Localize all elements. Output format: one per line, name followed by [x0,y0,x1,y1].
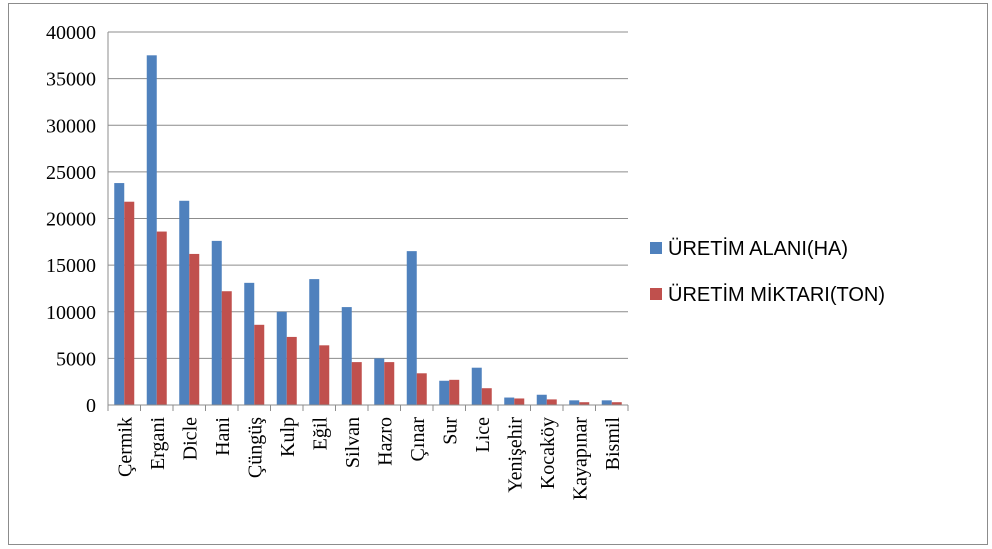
bar-uretim-miktari [546,399,557,405]
bar-uretim-miktari [611,402,622,405]
bar-uretim-miktari [286,336,297,405]
legend: ÜRETİM ALANI(HA) ÜRETİM MİKTARI(TON) [650,237,885,306]
y-tick-label: 5000 [56,348,96,370]
bar-uretim-alani [471,367,482,405]
bar-uretim-alani [406,251,417,405]
bar-uretim-miktari [351,362,362,405]
x-tick-label: Çermik [114,417,136,477]
bar-uretim-alani [569,400,580,405]
x-tick-label: Hazro [374,417,396,466]
bar-uretim-miktari [416,373,427,405]
legend-swatch [650,288,662,300]
y-tick-label: 40000 [46,22,96,44]
y-tick-label: 30000 [46,115,96,137]
bar-uretim-miktari [124,201,135,405]
legend-label: ÜRETİM MİKTARI(TON) [668,283,885,306]
legend-swatch [650,242,662,254]
bar-uretim-miktari [156,231,167,405]
x-tick-label: Dicle [179,417,201,460]
y-tick-label: 20000 [46,209,96,231]
chart-frame [8,3,988,545]
x-tick-label: Hani [212,417,234,456]
y-tick-label: 10000 [46,302,96,324]
bar-uretim-alani [536,394,547,405]
bar-uretim-miktari [254,324,265,405]
x-tick-label: Eğil [309,417,331,451]
x-tick-label: Sur [439,417,461,445]
axes [107,32,629,411]
x-tick-label: Bismil [602,417,624,471]
bar-uretim-alani [309,279,320,405]
bar-uretim-alani [179,200,190,405]
bar-uretim-miktari [449,379,460,405]
x-tick-label: Silvan [342,417,364,468]
bar-uretim-alani [114,183,125,405]
x-tick-label: Çınar [407,417,429,462]
bar-uretim-alani [374,358,385,405]
bar-uretim-alani [244,282,255,405]
x-tick-label: Yenişehir [504,417,526,493]
bar-uretim-alani [601,400,612,405]
bar-uretim-miktari [189,253,200,405]
bar-uretim-alani [439,380,450,405]
x-tick-label: Lice [472,417,494,453]
y-tick-label: 0 [86,395,96,417]
bar-uretim-miktari [514,398,525,405]
bars [114,55,622,405]
x-tick-label: Kayapınar [569,417,591,501]
bar-uretim-miktari [579,402,590,405]
y-tick-label: 25000 [46,162,96,184]
bar-uretim-miktari [481,388,492,405]
x-tick-label: Kulp [277,417,299,457]
bar-uretim-miktari [319,345,330,405]
x-tick-labels: Çermik Ergani Dicle Hani Çüngüş Kulp Eğil Silva… [114,417,624,501]
x-tick-label: Çüngüş [244,417,266,478]
y-tick-labels: 0 5000 10000 15000 20000 25000 30000 35000 40000 [46,22,96,417]
bar-uretim-miktari [221,291,232,405]
bar-uretim-alani [211,240,222,405]
bar-uretim-miktari [384,362,395,405]
x-tick-label: Ergani [147,417,169,470]
bar-uretim-alani [276,311,287,405]
bar-uretim-alani [146,55,157,405]
bar-uretim-alani [341,307,352,405]
legend-label: ÜRETİM ALANI(HA) [668,237,848,260]
x-tick-label: Kocaköy [537,417,559,489]
y-tick-label: 15000 [46,255,96,277]
y-tick-label: 35000 [46,69,96,91]
bar-uretim-alani [504,397,515,405]
